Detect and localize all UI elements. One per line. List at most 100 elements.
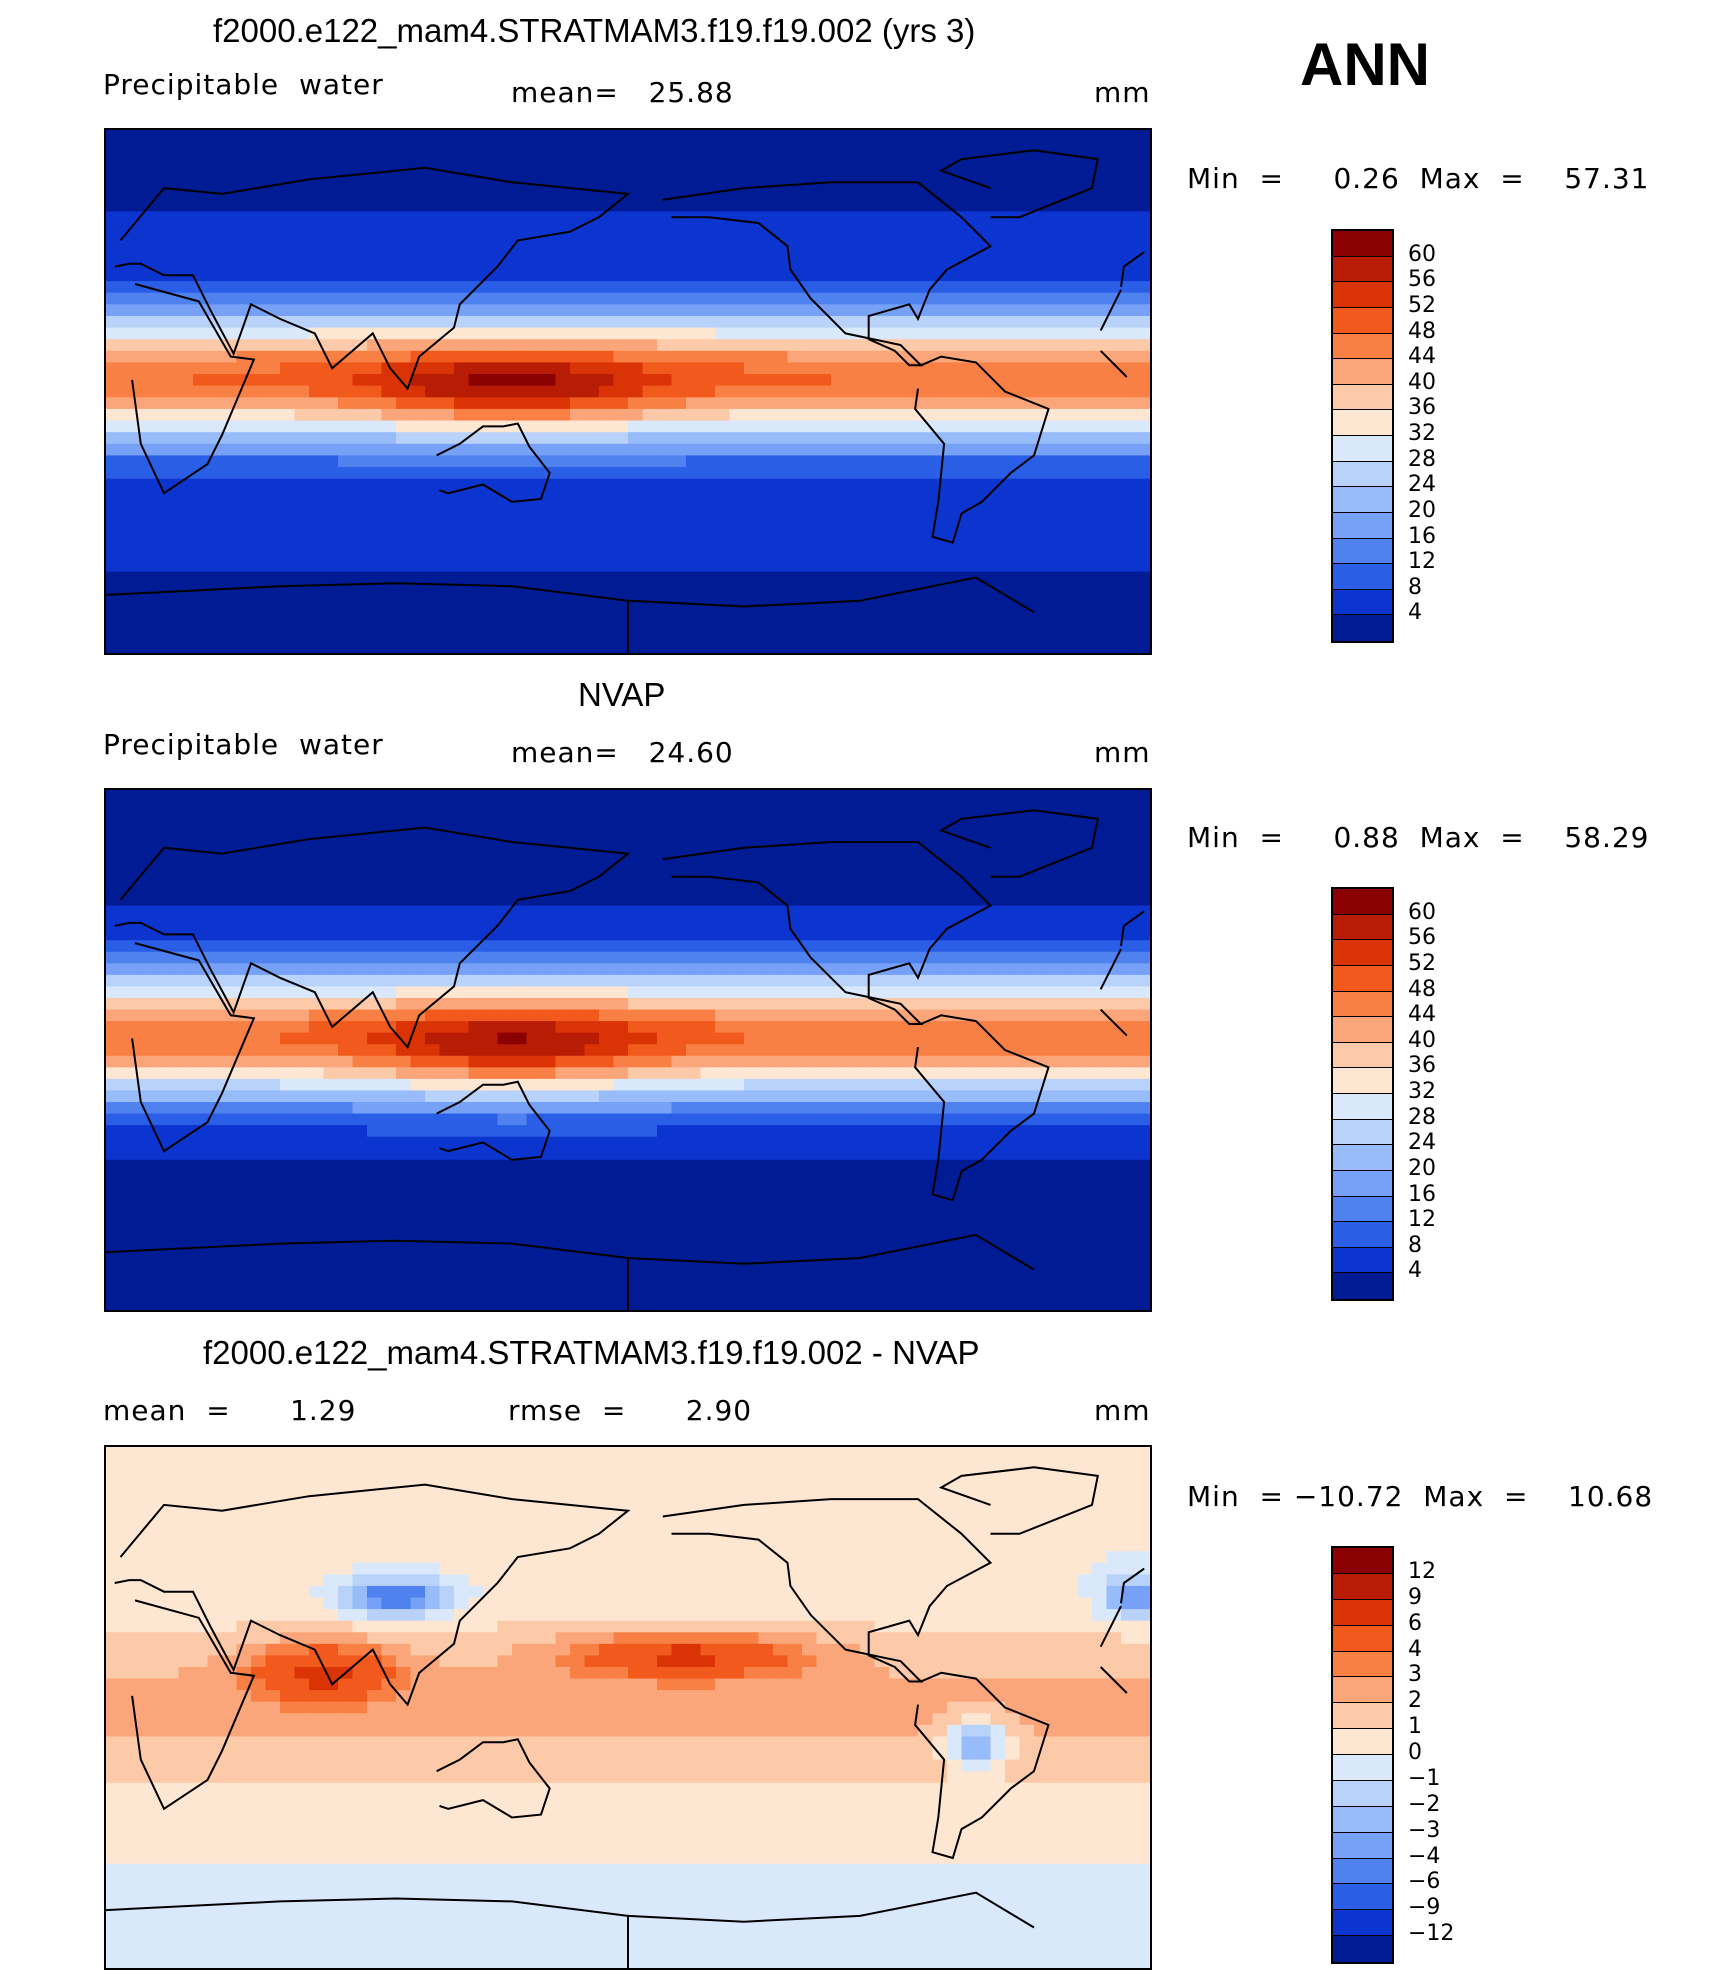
colorbar-box bbox=[1333, 1600, 1392, 1626]
colorbar-box bbox=[1333, 1703, 1392, 1729]
field-cells bbox=[106, 1447, 1150, 1968]
panel-diff-title: f2000.e122_mam4.STRATMAM3.f19.f19.002 - … bbox=[203, 1334, 979, 1372]
colorbar-box bbox=[1333, 334, 1392, 360]
colorbar-level-label: −4 bbox=[1408, 1846, 1440, 1868]
colorbar-level-label: 32 bbox=[1408, 423, 1436, 445]
colorbar-level-label: 60 bbox=[1408, 902, 1436, 924]
colorbar-box bbox=[1333, 1145, 1392, 1171]
colorbar-level-label: 4 bbox=[1408, 1639, 1422, 1661]
colorbar-level-label: 20 bbox=[1408, 1158, 1436, 1180]
colorbar-level-label: −12 bbox=[1408, 1923, 1454, 1945]
colorbar-box bbox=[1333, 257, 1392, 283]
colorbar-level-label: 48 bbox=[1408, 321, 1436, 343]
colorbar-level-label: 4 bbox=[1408, 602, 1422, 624]
panel-model-mean: mean= 25.88 bbox=[511, 76, 734, 109]
colorbar-level-label: 6 bbox=[1408, 1613, 1422, 1635]
colorbar-box bbox=[1333, 1910, 1392, 1936]
colorbar-box bbox=[1333, 1120, 1392, 1146]
colorbar-level-label: 12 bbox=[1408, 1209, 1436, 1231]
colorbar-box bbox=[1333, 1574, 1392, 1600]
colorbar-level-label: 1 bbox=[1408, 1716, 1422, 1738]
colorbar-level-label: 44 bbox=[1408, 346, 1436, 368]
field-cells bbox=[106, 790, 1150, 1310]
panel-obs-variable-label: Precipitable water bbox=[103, 728, 384, 761]
colorbar-box bbox=[1333, 1017, 1392, 1043]
panel-diff-units: mm bbox=[1094, 1394, 1151, 1427]
panel-model-minmax: Min = 0.26 Max = 57.31 bbox=[1187, 162, 1650, 195]
colorbar-level-label: 4 bbox=[1408, 1260, 1422, 1282]
colorbar-box bbox=[1333, 1094, 1392, 1120]
colorbar-level-label: 60 bbox=[1408, 244, 1436, 266]
colorbar-level-label: −2 bbox=[1408, 1794, 1440, 1816]
colorbar-box bbox=[1333, 1859, 1392, 1885]
colorbar-box bbox=[1333, 385, 1392, 411]
colorbar-box bbox=[1333, 564, 1392, 590]
colorbar-box bbox=[1333, 1273, 1392, 1299]
colorbar-level-label: −1 bbox=[1408, 1768, 1440, 1790]
colorbar-box bbox=[1333, 1248, 1392, 1274]
colorbar-box bbox=[1333, 1222, 1392, 1248]
panel-diff-rmse: rmse = 2.90 bbox=[508, 1394, 752, 1427]
colorbar-level-label: 40 bbox=[1408, 372, 1436, 394]
colorbar-level-label: 3 bbox=[1408, 1664, 1422, 1686]
colorbar-box bbox=[1333, 940, 1392, 966]
colorbar-level-label: 24 bbox=[1408, 474, 1436, 496]
colorbar-level-label: 12 bbox=[1408, 551, 1436, 573]
colorbar-level-label: 2 bbox=[1408, 1690, 1422, 1712]
panel-model-units: mm bbox=[1094, 76, 1151, 109]
season-label: ANN bbox=[1300, 30, 1430, 99]
colorbar-level-label: 8 bbox=[1408, 577, 1422, 599]
colorbar-level-label: 28 bbox=[1408, 449, 1436, 471]
panel-obs-mean: mean= 24.60 bbox=[511, 736, 734, 769]
panel-diff-mean: mean = 1.29 bbox=[103, 1394, 356, 1427]
colorbar-box bbox=[1333, 1626, 1392, 1652]
colorbar-box bbox=[1333, 1652, 1392, 1678]
colorbar-level-label: −6 bbox=[1408, 1871, 1440, 1893]
colorbar-level-label: 28 bbox=[1408, 1107, 1436, 1129]
colorbar-box bbox=[1333, 1729, 1392, 1755]
colorbar-level-label: 40 bbox=[1408, 1030, 1436, 1052]
colorbar-level-label: 32 bbox=[1408, 1081, 1436, 1103]
colorbar-box bbox=[1333, 915, 1392, 941]
colorbar-box bbox=[1333, 231, 1392, 257]
colorbar-level-label: 8 bbox=[1408, 1235, 1422, 1257]
colorbar-level-label: 9 bbox=[1408, 1587, 1422, 1609]
panel-model-title: f2000.e122_mam4.STRATMAM3.f19.f19.002 (y… bbox=[213, 12, 975, 50]
colorbar-box bbox=[1333, 1781, 1392, 1807]
colorbar-box bbox=[1333, 1197, 1392, 1223]
colorbar-box bbox=[1333, 410, 1392, 436]
colorbar-box bbox=[1333, 1884, 1392, 1910]
colorbar-box bbox=[1333, 359, 1392, 385]
colorbar-level-label: 24 bbox=[1408, 1132, 1436, 1154]
panel-obs-title: NVAP bbox=[578, 676, 665, 714]
panel-model-map bbox=[104, 128, 1152, 655]
colorbar-level-label: 36 bbox=[1408, 397, 1436, 419]
colorbar-level-label: 36 bbox=[1408, 1055, 1436, 1077]
panel-diff-colorbar bbox=[1331, 1546, 1394, 1964]
colorbar-box bbox=[1333, 487, 1392, 513]
colorbar-level-label: 44 bbox=[1408, 1004, 1436, 1026]
colorbar-level-label: 48 bbox=[1408, 979, 1436, 1001]
colorbar-level-label: 52 bbox=[1408, 295, 1436, 317]
colorbar-box bbox=[1333, 539, 1392, 565]
colorbar-box bbox=[1333, 513, 1392, 539]
colorbar-box bbox=[1333, 1068, 1392, 1094]
colorbar-level-label: 16 bbox=[1408, 1184, 1436, 1206]
colorbar-level-label: −9 bbox=[1408, 1897, 1440, 1919]
colorbar-box bbox=[1333, 1548, 1392, 1574]
panel-obs-colorbar bbox=[1331, 887, 1394, 1301]
colorbar-level-label: 52 bbox=[1408, 953, 1436, 975]
panel-model-variable-label: Precipitable water bbox=[103, 68, 384, 101]
colorbar-box bbox=[1333, 1171, 1392, 1197]
colorbar-box bbox=[1333, 1936, 1392, 1962]
colorbar-box bbox=[1333, 308, 1392, 334]
panel-obs-minmax: Min = 0.88 Max = 58.29 bbox=[1187, 821, 1650, 854]
colorbar-box bbox=[1333, 1833, 1392, 1859]
colorbar-level-label: 0 bbox=[1408, 1742, 1422, 1764]
colorbar-box bbox=[1333, 282, 1392, 308]
colorbar-level-label: 56 bbox=[1408, 927, 1436, 949]
colorbar-box bbox=[1333, 436, 1392, 462]
panel-diff-map bbox=[104, 1445, 1152, 1970]
panel-obs-map bbox=[104, 788, 1152, 1312]
colorbar-box bbox=[1333, 615, 1392, 641]
